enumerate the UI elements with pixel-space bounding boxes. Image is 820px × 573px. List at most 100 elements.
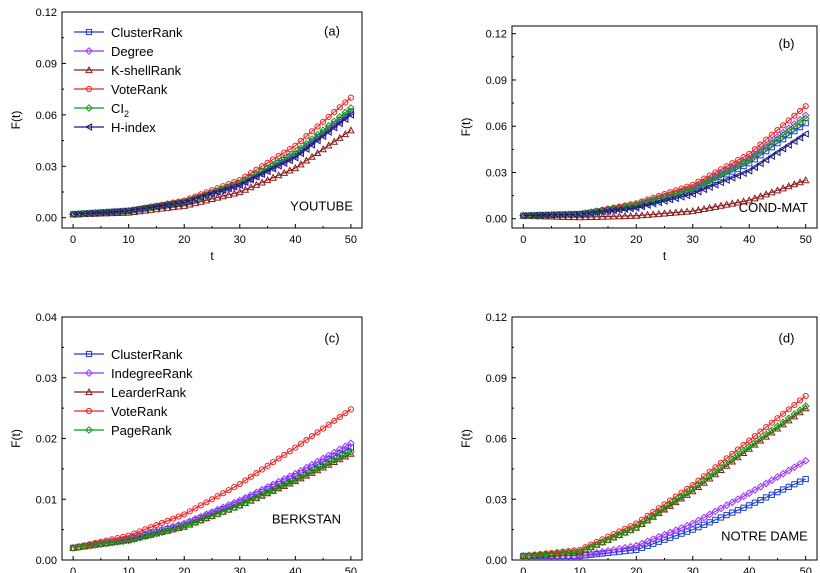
legend-marker [85,350,93,358]
data-point [722,459,731,468]
data-point [258,178,266,186]
data-point [592,208,600,217]
data-point [638,539,646,548]
panel-label: (c) [324,330,339,345]
data-point [164,517,171,524]
data-point [559,548,566,555]
data-point [695,178,702,185]
y-tick-label: 0.00 [36,213,57,225]
data-point [346,447,355,456]
data-point [185,196,193,205]
data-point [643,515,652,524]
data-point [163,201,171,209]
data-point [671,190,680,198]
data-point [717,201,725,209]
data-point [324,459,333,467]
legend-label: LearderRank [111,385,187,400]
data-point [208,194,216,202]
data-point [224,190,233,198]
x-tick-label: 30 [687,566,699,573]
data-point [120,533,127,541]
data-point [335,453,344,462]
data-point [246,496,255,505]
data-point [336,413,343,421]
data-point [320,425,327,432]
data-point [152,202,160,211]
data-point [124,207,132,215]
data-point [790,463,799,472]
data-point [202,196,211,204]
data-point [291,163,300,172]
data-point [722,176,730,185]
data-point [688,519,697,528]
data-point [750,150,759,159]
y-tick-label: 0.03 [36,161,57,173]
series-indegreerank [69,439,355,552]
legend-label-text: ClusterRank [111,25,183,40]
data-point [598,538,607,547]
data-point [280,159,288,168]
data-point [649,535,658,544]
data-point [705,510,714,519]
data-point [197,197,205,205]
data-point [274,171,283,179]
data-point [297,440,304,447]
data-point [185,200,194,208]
data-point [247,183,255,191]
data-point [615,530,624,539]
legend-label: K-shellRank [111,63,182,78]
y-tick-label: 0.04 [36,312,57,324]
data-point [621,211,629,220]
data-point [780,410,787,417]
data-point [767,188,776,196]
data-point [683,521,691,530]
data-point [768,131,775,138]
data-point [666,195,674,204]
data-point [694,480,703,489]
data-point [767,139,776,148]
x-tick-label: 40 [743,566,755,573]
data-point [292,444,299,451]
data-point [191,195,199,203]
data-point [790,180,799,188]
x-tick-label: 50 [800,566,812,573]
data-point [784,466,793,475]
data-point [756,434,765,443]
data-point [717,170,725,179]
legend-label-text: IndegreeRank [111,366,193,381]
legend-label: CI2 [111,101,129,119]
data-point [153,521,160,529]
data-point [779,418,788,427]
data-point [519,552,528,560]
data-point [330,456,339,465]
data-point [247,473,254,480]
data-point [773,422,782,431]
data-point [341,129,350,138]
data-point [791,112,798,119]
y-tick-label: 0.00 [486,214,507,226]
data-point [739,159,748,167]
data-point [347,126,355,134]
y-tick-label: 0.03 [486,494,507,506]
data-point [767,137,776,146]
data-point [802,392,809,400]
data-point [308,433,316,440]
data-point [331,417,338,424]
data-point [790,137,798,146]
data-point [638,211,646,219]
data-point [219,507,228,516]
y-axis-label: F(t) [459,118,473,137]
data-point [756,482,765,491]
data-point [801,176,810,184]
x-axis-label: t [663,249,667,263]
data-point [335,133,344,141]
data-point [643,537,652,546]
data-point [174,202,183,210]
data-point [660,504,669,513]
data-point [654,198,662,207]
panel-label: (d) [779,330,795,345]
data-point [230,503,239,512]
data-point [722,167,731,176]
data-point [604,212,612,220]
data-point [632,541,641,550]
